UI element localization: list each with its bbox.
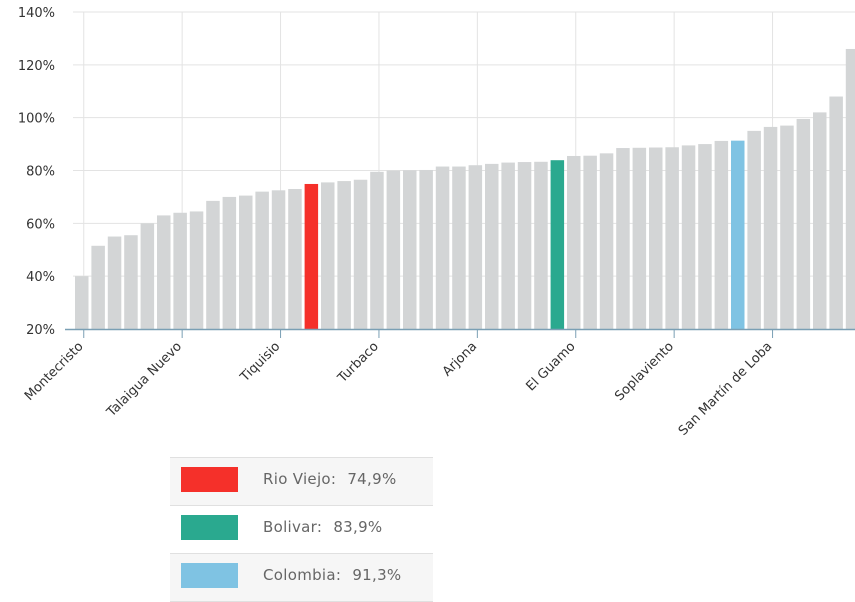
bar	[288, 188, 302, 329]
bar	[403, 170, 417, 329]
legend-item-bolivar: Bolivar: 83,9%	[170, 506, 433, 554]
y-tick-label: 140%	[18, 6, 55, 21]
bar	[386, 170, 401, 329]
bar	[452, 166, 466, 329]
legend-name: Colombia:	[263, 566, 342, 584]
bar	[239, 195, 253, 329]
x-tick-label: Montecristo	[22, 339, 87, 404]
x-tick-label: Turbaco	[334, 339, 381, 386]
legend-item-colombia: Colombia: 91,3%	[170, 554, 433, 602]
bar-bolivar	[550, 160, 565, 329]
y-tick-label: 20%	[26, 323, 55, 338]
bar	[747, 130, 761, 329]
bar	[321, 182, 335, 329]
legend-swatch-bolivar	[181, 515, 238, 540]
bar-chart: 20% 40% 60% 80% 100% 120% 140% Montecristo Tala…	[18, 6, 855, 439]
y-tick-label: 120%	[18, 59, 55, 74]
bar	[763, 126, 778, 329]
legend-value: 74,9%	[347, 470, 397, 488]
bar	[255, 191, 269, 329]
legend-name: Bolivar:	[263, 518, 323, 536]
y-tick-label: 60%	[26, 217, 55, 232]
bar	[796, 118, 811, 329]
bar	[567, 155, 581, 329]
y-tick-label: 40%	[26, 270, 55, 285]
bar	[337, 181, 351, 329]
bar	[91, 245, 105, 329]
bars	[75, 48, 855, 330]
bar	[599, 153, 614, 329]
bar	[370, 171, 384, 329]
x-tick-label: Soplaviento	[612, 339, 677, 404]
bar	[829, 96, 843, 330]
bar	[665, 147, 679, 329]
bar	[271, 190, 286, 329]
y-tick-label: 100%	[18, 112, 55, 127]
bar	[189, 211, 204, 329]
bar-rio-viejo	[304, 183, 319, 329]
y-tick-labels: 20% 40% 60% 80% 100% 120% 140%	[18, 6, 55, 338]
x-tick-label: Talaigua Nuevo	[104, 339, 185, 420]
bar	[124, 235, 138, 329]
bar	[616, 148, 630, 329]
bar	[485, 163, 499, 329]
legend-swatch-rio-viejo	[181, 467, 238, 492]
bar	[435, 166, 450, 329]
bar-colombia	[731, 140, 745, 329]
bar	[107, 236, 122, 329]
bar	[780, 125, 794, 329]
bar	[222, 196, 237, 329]
bar	[845, 48, 855, 329]
x-tick-labels: Montecristo Talaigua Nuevo Tiquisio Turbaco…	[22, 339, 775, 439]
axes	[65, 328, 855, 338]
bar	[75, 276, 89, 329]
legend-item-rio-viejo: Rio Viejo: 74,9%	[170, 458, 433, 506]
bar	[649, 147, 663, 329]
bar	[206, 200, 220, 329]
bar	[419, 169, 433, 329]
y-tick-label: 80%	[26, 165, 55, 180]
bar	[681, 145, 696, 329]
legend-name: Rio Viejo:	[263, 470, 337, 488]
legend-swatch-colombia	[181, 563, 238, 588]
legend-value: 83,9%	[333, 518, 383, 536]
x-tick-label: San Martín de Loba	[676, 339, 776, 439]
bar	[501, 162, 515, 329]
bar	[157, 215, 171, 329]
x-tick-label: El Guamo	[524, 339, 579, 394]
legend-value: 91,3%	[352, 566, 402, 584]
x-tick-label: Tiquisio	[237, 339, 283, 385]
x-tick-label: Arjona	[440, 339, 480, 379]
bar	[353, 179, 368, 329]
bar	[714, 140, 729, 329]
legend: Rio Viejo: 74,9% Bolivar: 83,9% Colombia…	[170, 457, 433, 602]
bar	[517, 162, 532, 329]
bar	[632, 147, 647, 329]
bar	[140, 223, 155, 329]
bar	[583, 155, 597, 329]
bar	[534, 161, 548, 329]
bar	[698, 144, 712, 329]
bar	[813, 112, 827, 329]
bar	[468, 165, 483, 329]
bar	[173, 212, 187, 329]
